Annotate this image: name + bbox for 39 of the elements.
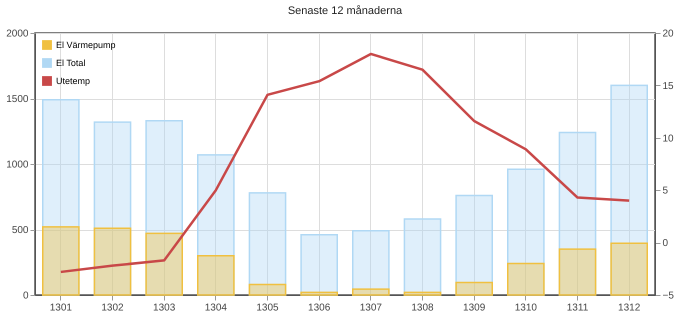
x-tick-label: 1309 [463, 302, 486, 314]
y2-tick-label: 15 [662, 80, 674, 92]
bar [248, 284, 286, 296]
y-tick-label: 500 [12, 225, 29, 236]
x-tick-label: 1302 [101, 302, 124, 314]
bar [300, 292, 338, 296]
y-tick-label: 0 [22, 290, 29, 302]
x-tick-label: 1312 [618, 302, 641, 314]
y-tick-label: 2000 [6, 28, 29, 40]
x-tick-label: 1308 [411, 302, 434, 314]
bar [558, 248, 596, 296]
bar [404, 292, 442, 296]
bar [507, 262, 545, 296]
bar [352, 288, 390, 296]
x-tick-label: 1301 [50, 302, 72, 314]
bar [145, 232, 183, 296]
y2-tick-label: −5 [662, 290, 674, 302]
x-tick-label: 1305 [256, 302, 280, 314]
x-tick-label: 1304 [204, 302, 228, 314]
x-tick-label: 1303 [153, 302, 176, 314]
x-tick-label: 1307 [360, 302, 382, 314]
bar [610, 242, 648, 296]
x-tick-label: 1311 [566, 302, 589, 314]
bar [197, 254, 235, 296]
y2-tick-label: 0 [662, 238, 668, 250]
y-tick-label: 1500 [6, 94, 29, 105]
bar [42, 226, 80, 296]
legend-label: El Total [56, 58, 86, 68]
y2-tick-label: 10 [662, 133, 674, 144]
x-tick-label: 1310 [514, 302, 538, 314]
y-tick-label: 1000 [6, 160, 29, 170]
legend-label: Utetemp [56, 76, 90, 86]
legend-label: El Värmepump [56, 40, 116, 50]
chart-title: Senaste 12 månaderna [288, 5, 404, 17]
y2-tick-label: 5 [662, 186, 668, 197]
bar [94, 227, 132, 296]
x-tick-label: 1306 [308, 302, 331, 314]
y2-tick-label: 20 [662, 28, 674, 40]
bar [455, 282, 493, 296]
